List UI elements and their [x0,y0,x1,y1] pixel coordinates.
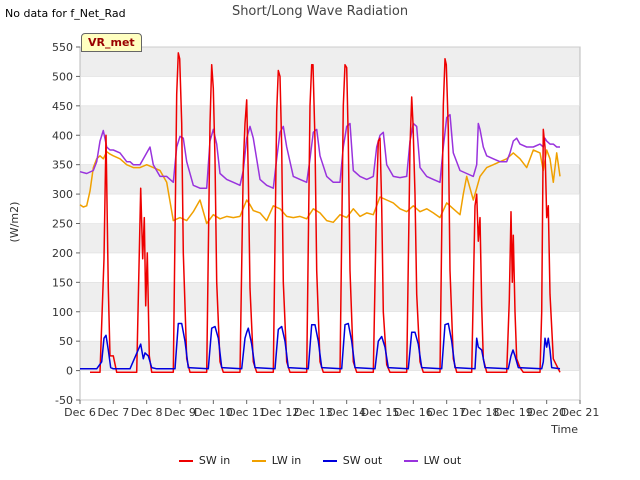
series-lines [79,52,561,374]
y-tick-label: 300 [52,188,73,201]
x-tick-label: Dec 17 [427,406,466,419]
grid-band [80,282,580,312]
x-tick-label: Dec 19 [494,406,533,419]
legend-item-sw-out: SW out [322,454,383,467]
y-tick-label: 200 [52,247,73,260]
y-tick-label: 400 [52,129,73,142]
x-tick-label: Dec 12 [261,406,300,419]
x-tick-label: Dec 14 [327,406,366,419]
x-tick-label: Dec 18 [461,406,500,419]
legend-label-lw-out: LW out [423,454,462,467]
y-tick-label: 250 [52,218,73,231]
x-tick-label: Dec 7 [97,406,129,419]
legend-swatch-lw-in [251,460,266,462]
legend-swatch-lw-out [403,460,418,462]
y-tick-label: 150 [52,276,73,289]
x-tick-label: Dec 9 [164,406,196,419]
grid-band [80,223,580,253]
y-axis: -50 0 50 100 150 200 250 300 350 400 450 500 550 [52,41,580,407]
x-tick-label: Dec 11 [227,406,266,419]
x-tick-label: Dec 10 [194,406,233,419]
y-tick-label: -50 [55,394,73,407]
y-tick-label: 550 [52,41,73,54]
y-tick-label: 0 [66,365,73,378]
x-tick-label: Dec 8 [131,406,163,419]
y-tick-label: 450 [52,100,73,113]
legend: SW in LW in SW out LW out [0,454,640,467]
y-axis-label: (W/m2) [8,202,21,243]
lw-in-line [79,149,561,225]
x-tick-label: Dec 15 [361,406,400,419]
grid-band [80,47,580,77]
y-tick-label: 50 [59,335,73,348]
legend-swatch-sw-out [322,460,337,462]
x-tick-label: Dec 21 [561,406,600,419]
legend-label-sw-in: SW in [198,454,231,467]
x-tick-label: Dec 6 [64,406,96,419]
x-tick-label: Dec 20 [527,406,566,419]
legend-item-sw-in: SW in [178,454,231,467]
y-tick-label: 100 [52,306,73,319]
plot-bands [80,47,580,371]
site-badge: VR_met [81,33,142,52]
sw-in-line [90,52,561,374]
legend-label-lw-in: LW in [271,454,302,467]
legend-item-lw-in: LW in [251,454,302,467]
legend-swatch-sw-in [178,460,193,462]
grid-band [80,105,580,136]
y-tick-label: 350 [52,159,73,172]
grid-band [80,341,580,371]
chart-title: Short/Long Wave Radiation [231,4,409,19]
y-tick-label: 500 [52,70,73,83]
no-data-notice: No data for f_Net_Rad [5,7,126,20]
legend-item-lw-out: LW out [403,454,462,467]
lw-out-line [79,113,560,189]
x-tick-label: Dec 13 [294,406,333,419]
legend-label-sw-out: SW out [342,454,383,467]
x-axis-label: Time [550,423,578,436]
x-tick-label: Dec 16 [394,406,433,419]
sw-out-line [80,322,561,370]
